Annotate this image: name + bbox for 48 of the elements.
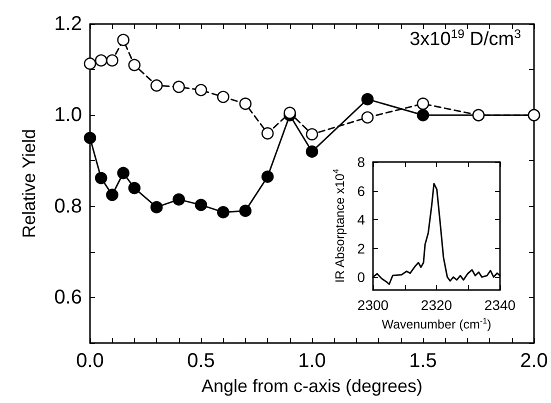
- x-axis-title: Angle from c-axis (degrees): [201, 376, 423, 396]
- y-tick-label: 0.6: [54, 286, 82, 308]
- point: [261, 170, 274, 183]
- x-tick-label: 2320: [420, 297, 452, 313]
- point: [306, 145, 318, 158]
- y-tick-label: 0.8: [54, 195, 82, 218]
- y-tick-label: 4: [357, 212, 366, 228]
- point: [239, 204, 252, 217]
- point: [217, 90, 230, 104]
- y-axis-title: Relative Yield: [19, 128, 39, 238]
- point: [84, 58, 96, 70]
- x-tick-label: 0.0: [76, 350, 104, 372]
- point: [416, 98, 430, 110]
- x-tick-label: 1.0: [298, 350, 326, 372]
- point: [117, 166, 130, 180]
- y-tick-label: 8: [357, 154, 366, 170]
- y-tick-label: 6: [357, 182, 366, 199]
- x-tick-label: 2300: [357, 297, 389, 313]
- point: [194, 84, 208, 96]
- point: [128, 58, 141, 72]
- y-tick-label: 1.0: [54, 104, 82, 126]
- point: [416, 108, 430, 122]
- point: [239, 98, 252, 110]
- x-tick-label: 1.5: [409, 350, 437, 372]
- point: [217, 206, 230, 218]
- y-tick-label: 0: [357, 269, 366, 286]
- y-tick-label: 2: [357, 240, 366, 256]
- point: [150, 201, 163, 214]
- point: [261, 127, 274, 140]
- point: [361, 93, 374, 106]
- point: [194, 198, 208, 212]
- point: [106, 188, 118, 202]
- point: [94, 172, 108, 184]
- point: [306, 128, 318, 140]
- point: [172, 193, 185, 206]
- x-tick-label: 2.0: [520, 350, 548, 372]
- y-axis-title: IR Absorptance x104: [332, 168, 347, 283]
- point: [106, 54, 118, 67]
- point: [117, 34, 130, 46]
- point: [150, 79, 163, 92]
- y-tick-label: 1.2: [54, 13, 82, 35]
- point: [84, 132, 96, 144]
- x-tick-label: 0.5: [187, 350, 215, 372]
- point: [94, 54, 108, 67]
- point: [361, 111, 374, 124]
- point: [172, 80, 185, 94]
- point: [128, 182, 141, 194]
- x-tick-label: 2340: [484, 297, 516, 313]
